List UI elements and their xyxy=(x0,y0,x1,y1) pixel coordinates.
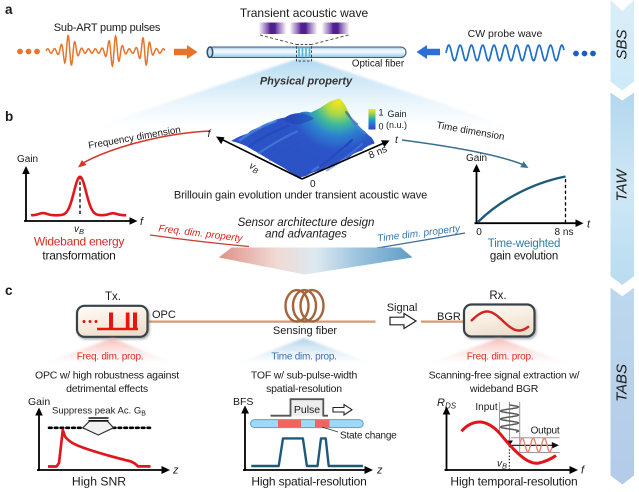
svg-text:8 ns: 8 ns xyxy=(367,144,389,162)
svg-text:SBS: SBS xyxy=(614,29,631,59)
svg-text:TAW: TAW xyxy=(614,168,631,202)
svg-text:t: t xyxy=(587,219,591,231)
svg-text:gain evolution: gain evolution xyxy=(490,251,558,263)
svg-text:Rx.: Rx. xyxy=(489,290,506,302)
svg-text:spatial-resolution: spatial-resolution xyxy=(266,383,342,395)
svg-text:CW probe wave: CW probe wave xyxy=(468,28,543,40)
svg-text:Physical property: Physical property xyxy=(260,76,353,88)
svg-text:c: c xyxy=(5,283,13,298)
svg-text:Sensor architecture design: Sensor architecture design xyxy=(238,217,375,229)
svg-text:vB: vB xyxy=(247,161,261,176)
svg-text:TABS: TABS xyxy=(614,364,631,402)
svg-text:Input: Input xyxy=(475,402,497,413)
svg-text:High SNR: High SNR xyxy=(72,475,126,489)
svg-text:f: f xyxy=(140,216,144,228)
svg-text:Output: Output xyxy=(531,426,560,437)
svg-text:Transient acoustic wave: Transient acoustic wave xyxy=(240,6,369,20)
svg-text:z: z xyxy=(172,465,179,477)
svg-text:Time-weighted: Time-weighted xyxy=(488,238,560,250)
svg-text:Wideband energy: Wideband energy xyxy=(34,235,125,249)
svg-text:Suppress peak Ac. GB: Suppress peak Ac. GB xyxy=(52,406,146,418)
svg-text:wideband BGR: wideband BGR xyxy=(469,383,539,395)
svg-text:Sub-ART pump pulses: Sub-ART pump pulses xyxy=(54,22,161,34)
svg-text:Pulse: Pulse xyxy=(294,404,320,416)
svg-text:High temporal-resolution: High temporal-resolution xyxy=(450,475,577,489)
svg-text:f: f xyxy=(208,128,212,140)
svg-text:0: 0 xyxy=(310,179,316,190)
svg-text:Optical fiber: Optical fiber xyxy=(352,59,405,70)
svg-text:High spatial-resolution: High spatial-resolution xyxy=(251,475,366,489)
svg-text:Time dim. prop.: Time dim. prop. xyxy=(271,352,336,363)
svg-text:0: 0 xyxy=(379,122,384,132)
svg-text:z: z xyxy=(376,465,383,477)
svg-text:detrimental effects: detrimental effects xyxy=(66,383,148,395)
svg-text:Gain: Gain xyxy=(388,109,407,119)
svg-text:Brillouin gain evolution under: Brillouin gain evolution under transient… xyxy=(174,190,427,202)
svg-text:Gain: Gain xyxy=(28,396,50,408)
svg-text:Gain: Gain xyxy=(466,153,487,164)
svg-text:t: t xyxy=(395,134,399,146)
svg-text:vB: vB xyxy=(497,459,507,471)
svg-text:and advantages: and advantages xyxy=(265,229,347,241)
svg-text:BFS: BFS xyxy=(233,396,253,408)
svg-text:Scanning-free signal extractio: Scanning-free signal extraction w/ xyxy=(429,370,580,382)
svg-text:Sensing fiber: Sensing fiber xyxy=(273,325,338,337)
svg-text:Freq. dim. prop.: Freq. dim. prop. xyxy=(77,352,144,363)
svg-text:b: b xyxy=(5,109,13,124)
svg-text:Signal: Signal xyxy=(387,302,418,314)
svg-text:a: a xyxy=(5,2,13,17)
svg-text:OPC w/ high robustness against: OPC w/ high robustness against xyxy=(35,370,179,382)
svg-text:Freq. dim. prop.: Freq. dim. prop. xyxy=(467,352,534,363)
svg-text:State change: State change xyxy=(340,431,397,442)
svg-text:transformation: transformation xyxy=(42,249,115,263)
svg-text:f: f xyxy=(581,465,585,477)
svg-text:1: 1 xyxy=(379,108,384,118)
svg-text:Tx.: Tx. xyxy=(105,291,121,303)
svg-text:(n.u.): (n.u.) xyxy=(386,120,407,130)
svg-text:8 ns: 8 ns xyxy=(555,227,574,238)
svg-text:BGR: BGR xyxy=(437,311,461,323)
svg-text:Gain: Gain xyxy=(17,154,38,165)
svg-text:TOF w/ sub-pulse-width: TOF w/ sub-pulse-width xyxy=(251,370,358,382)
svg-text:0: 0 xyxy=(476,227,482,238)
svg-text:vB: vB xyxy=(74,224,84,236)
svg-text:OPC: OPC xyxy=(152,309,176,321)
